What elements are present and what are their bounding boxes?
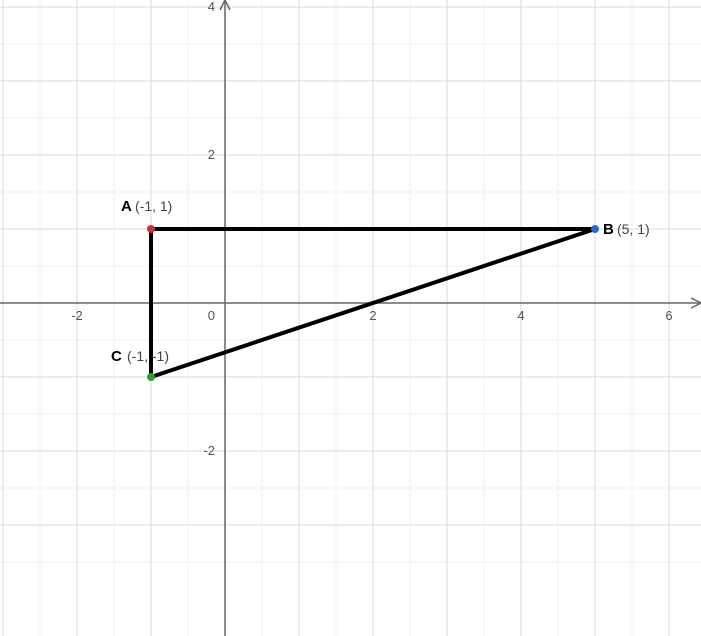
svg-text:-2: -2 (71, 308, 83, 323)
svg-text:-2: -2 (203, 443, 215, 458)
svg-text:0: 0 (208, 308, 215, 323)
svg-text:B: B (603, 221, 614, 238)
svg-text:2: 2 (369, 308, 376, 323)
grid-major (0, 0, 701, 636)
svg-text:4: 4 (208, 0, 215, 14)
axes (0, 0, 701, 636)
coordinate-plane: -2 2 4 6 -2 2 4 0 A(-1, 1) B(5, 1) C (-1, -1) (0, 0, 701, 636)
svg-text:6: 6 (665, 308, 672, 323)
svg-text:(-1, 1): (-1, 1) (135, 198, 172, 214)
svg-text:A: A (121, 198, 132, 215)
svg-text:2: 2 (208, 147, 215, 162)
svg-text:(5, 1): (5, 1) (617, 221, 650, 237)
grid-minor (0, 0, 701, 636)
svg-text:4: 4 (517, 308, 524, 323)
svg-text:C: C (111, 348, 122, 365)
svg-text:(-1, -1): (-1, -1) (127, 348, 169, 364)
chart-svg: -2 2 4 6 -2 2 4 0 A(-1, 1) B(5, 1) C (-1, -1) (0, 0, 701, 636)
